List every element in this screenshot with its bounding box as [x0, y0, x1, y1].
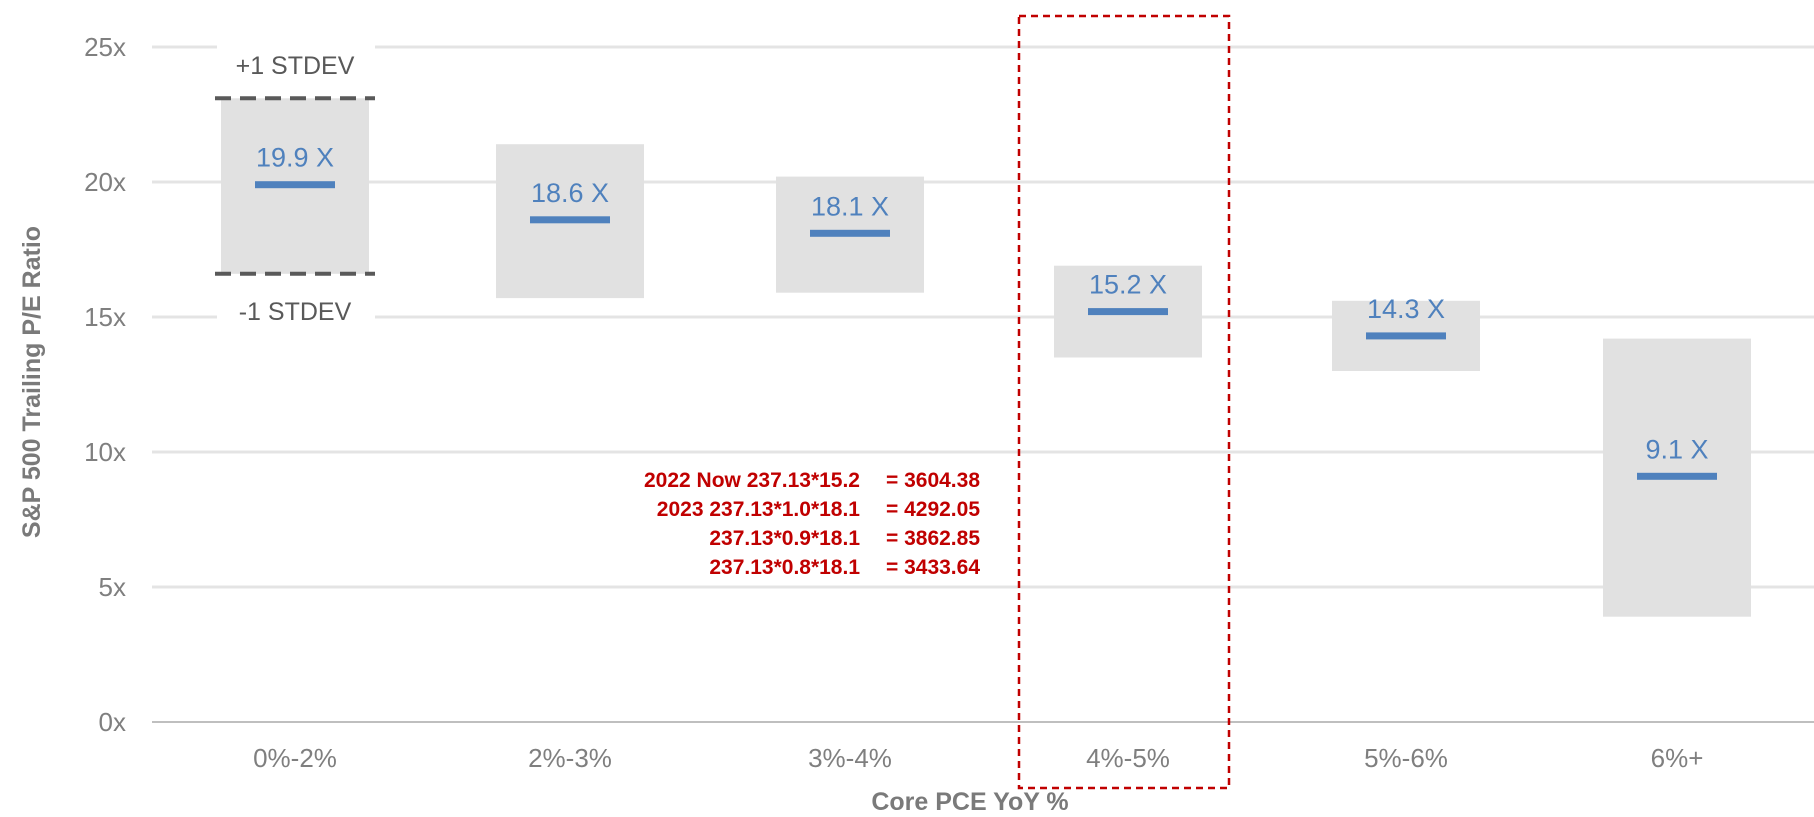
y-tick-15: 15x — [84, 302, 126, 332]
annotation-left-2: 237.13*0.9*18.1 — [709, 527, 860, 550]
x-tick-3: 4%-5% — [1086, 743, 1170, 773]
value-label-0: 19.9 X — [256, 143, 334, 173]
mean-lines — [255, 181, 1717, 480]
range-boxes — [221, 98, 1751, 617]
value-label-5: 9.1 X — [1645, 434, 1708, 464]
lower-stdev-label-bg — [217, 290, 375, 328]
gridlines — [152, 45, 1814, 723]
value-labels: 19.9 X 18.6 X 18.1 X 15.2 X 14.3 X 9.1 X — [256, 143, 1709, 465]
lower-stdev-label: -1 STDEV — [239, 298, 352, 326]
y-tick-labels: 0x 5x 10x 15x 20x 25x — [84, 32, 126, 737]
stdev-markers: +1 STDEV -1 STDEV — [215, 44, 375, 328]
value-label-1: 18.6 X — [531, 178, 609, 208]
mean-line-0 — [255, 181, 335, 189]
y-tick-20: 20x — [84, 167, 126, 197]
annotation-left-1: 2023 237.13*1.0*18.1 — [657, 498, 861, 521]
mean-line-3 — [1088, 308, 1168, 316]
annotation-right-1: = 4292.05 — [886, 498, 980, 521]
annotation-right-3: = 3433.64 — [886, 556, 980, 579]
y-axis-label: S&P 500 Trailing P/E Ratio — [18, 226, 46, 538]
y-tick-10: 10x — [84, 437, 126, 467]
value-label-4: 14.3 X — [1367, 294, 1445, 324]
highlight-box — [1017, 14, 1231, 790]
upper-stdev-label-bg — [217, 44, 375, 82]
x-tick-4: 5%-6% — [1364, 743, 1448, 773]
mean-line-5 — [1637, 472, 1717, 480]
mean-line-4 — [1366, 332, 1446, 340]
mean-line-2 — [810, 229, 890, 237]
value-label-3: 15.2 X — [1089, 270, 1167, 300]
highlight-group — [1017, 14, 1231, 790]
upper-stdev-label: +1 STDEV — [236, 52, 355, 80]
x-tick-labels: 0%-2% 2%-3% 3%-4% 4%-5% 5%-6% 6%+ — [253, 743, 1703, 773]
y-tick-25: 25x — [84, 32, 126, 62]
annotation-left-3: 237.13*0.8*18.1 — [709, 556, 860, 579]
annotation-right-0: = 3604.38 — [886, 469, 980, 492]
y-tick-5: 5x — [99, 572, 126, 602]
mean-line-1 — [530, 216, 610, 224]
x-tick-0: 0%-2% — [253, 743, 337, 773]
annotation-right-2: = 3862.85 — [886, 527, 980, 550]
annotation-block: 2022 Now 237.13*15.2 = 3604.38 2023 237.13… — [644, 469, 980, 579]
x-tick-1: 2%-3% — [528, 743, 612, 773]
x-tick-5: 6%+ — [1651, 743, 1704, 773]
y-tick-0: 0x — [99, 707, 126, 737]
value-label-2: 18.1 X — [811, 191, 889, 221]
x-axis-label: Core PCE YoY % — [871, 788, 1068, 816]
annotation-left-0: 2022 Now 237.13*15.2 — [644, 469, 860, 492]
x-tick-2: 3%-4% — [808, 743, 892, 773]
